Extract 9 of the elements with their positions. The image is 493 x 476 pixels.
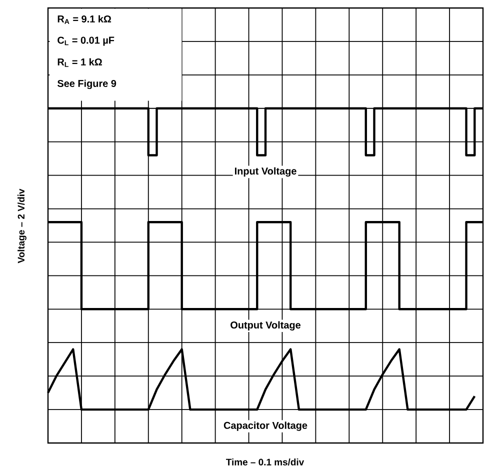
x-axis-title: Time – 0.1 ms/div [226,458,304,466]
text: See Figure 9 [57,80,116,90]
text: C$_{L}$ = 0.01 µF [58,36,114,46]
series-label: Output Voltage [230,321,300,331]
series-label: Capacitor Voltage [224,422,308,431]
y-axis-title: Voltage – 2 V/div [18,188,26,264]
series-label: Input Voltage [234,167,296,177]
text: R$_{A}$ = 9.1 kΩ [58,15,112,24]
text: R$_{L}$ = 1 kΩ [58,58,102,67]
